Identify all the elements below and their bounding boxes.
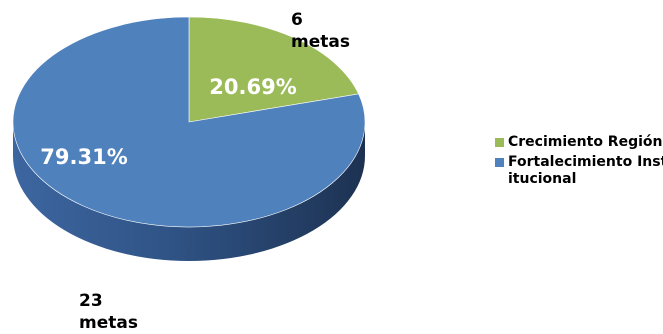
legend: Crecimiento Región Fortalecimiento Insti… bbox=[495, 134, 663, 191]
slice-label-1: 20.69% bbox=[209, 75, 296, 99]
legend-swatch-crecimiento bbox=[495, 138, 504, 147]
callout-2-unit: metas bbox=[79, 312, 138, 334]
legend-label-crecimiento: Crecimiento Región bbox=[508, 134, 663, 151]
legend-item-fortalecimiento: Fortalecimiento Institucional bbox=[495, 154, 663, 188]
legend-item-crecimiento: Crecimiento Región bbox=[495, 134, 663, 151]
legend-label-fortalecimiento: Fortalecimiento Institucional bbox=[508, 154, 663, 188]
callout-crecimiento: 6 metas bbox=[291, 9, 350, 53]
callout-1-unit: metas bbox=[291, 31, 350, 53]
legend-swatch-fortalecimiento bbox=[495, 158, 504, 167]
callout-1-value: 6 bbox=[291, 9, 350, 31]
callout-fortalecimiento: 23 metas bbox=[79, 290, 138, 334]
callout-2-value: 23 bbox=[79, 290, 138, 312]
slice-label-2: 79.31% bbox=[40, 145, 127, 169]
